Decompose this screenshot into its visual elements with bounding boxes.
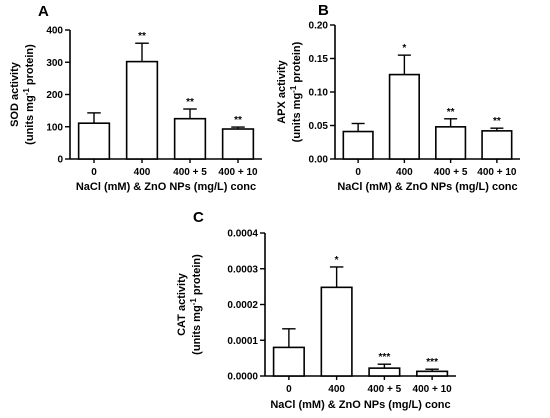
y-axis-label: CAT activity: [176, 272, 188, 336]
bar: [320, 286, 353, 377]
x-tick-label: 400 + 5: [434, 167, 468, 178]
x-tick-label: 0: [355, 167, 361, 178]
significance-marker: **: [493, 116, 501, 127]
y-tick-label: 0.0002: [227, 300, 258, 311]
panel-b: B 0.00 0.05 0.10 0.15 0.20 0 * 400 ** 400 + 5 ** 400…: [276, 2, 520, 193]
bar: [368, 367, 401, 377]
y-tick-label: 100: [46, 122, 63, 133]
significance-marker: *: [335, 255, 339, 266]
y-tick-label: 300: [46, 58, 63, 69]
bar: [272, 346, 305, 377]
x-tick-label: 400: [134, 167, 151, 178]
bar: [77, 122, 111, 160]
panel-letter: A: [38, 3, 49, 20]
x-tick-label: 400 + 10: [218, 167, 258, 178]
y-axis-label: SOD activity: [9, 61, 21, 127]
bar: [388, 73, 420, 160]
y-tick-label: 0.0001: [227, 336, 258, 347]
significance-marker: **: [447, 107, 455, 118]
y-tick-label: 0.0000: [227, 372, 258, 383]
y-axis-label-units: (units mg-1 protein): [289, 41, 303, 142]
bar: [435, 126, 467, 160]
x-tick-label: 400 + 5: [368, 384, 402, 395]
x-axis-label: NaCl (mM) & ZnO NPs (mg/L) conc: [337, 181, 517, 193]
y-tick-label: 0.05: [309, 121, 329, 132]
x-tick-label: 400 + 10: [413, 384, 453, 395]
significance-marker: *: [402, 43, 406, 54]
y-axis-label-units: (units mg-1 protein): [22, 44, 36, 145]
y-tick-label: 0.0004: [227, 229, 258, 240]
y-axis-label: APX activity: [276, 59, 288, 123]
y-axis-label-units: (units mg-1 protein): [189, 254, 203, 355]
x-tick-label: 400 + 5: [173, 167, 207, 178]
significance-marker: **: [234, 115, 242, 126]
y-tick-label: 0.00: [309, 155, 329, 166]
significance-marker: ***: [379, 352, 391, 363]
panel-letter: B: [318, 2, 329, 19]
x-tick-label: 400: [328, 384, 345, 395]
y-tick-label: 0.10: [309, 88, 329, 99]
x-axis-label: NaCl (mM) & ZnO NPs (mg/L) conc: [270, 399, 450, 411]
panel-a: A 0 100 200 300 400 0 ** 400 ** 400 + 5 ** 400 + 10 N…: [9, 3, 262, 193]
y-tick-label: 200: [46, 90, 63, 101]
x-tick-label: 0: [91, 167, 97, 178]
panel-letter: C: [193, 209, 204, 226]
significance-marker: **: [186, 97, 194, 108]
panel-c: C 0.0000 0.0001 0.0002 0.0003 0.0004 0 * 400 *** 4…: [176, 209, 456, 411]
x-axis-label: NaCl (mM) & ZnO NPs (mg/L) conc: [76, 181, 256, 193]
significance-marker: ***: [426, 357, 438, 368]
y-tick-label: 0.15: [309, 54, 329, 65]
y-tick-label: 0: [57, 155, 63, 166]
x-tick-label: 0: [286, 384, 292, 395]
y-tick-label: 0.0003: [227, 264, 258, 275]
bar: [221, 128, 255, 160]
bar: [125, 60, 159, 160]
y-tick-label: 400: [46, 26, 63, 37]
y-tick-label: 0.20: [309, 21, 329, 32]
bar: [481, 130, 513, 160]
bar: [342, 130, 374, 160]
x-tick-label: 400 + 10: [477, 167, 517, 178]
significance-marker: **: [138, 31, 146, 42]
x-tick-label: 400: [396, 167, 413, 178]
bar: [173, 117, 207, 160]
bar: [416, 370, 449, 377]
